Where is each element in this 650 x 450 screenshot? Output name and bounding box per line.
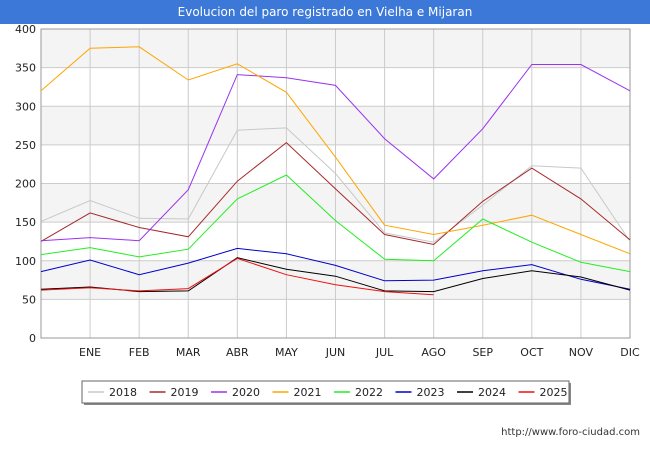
series-line-2024 <box>40 257 631 293</box>
y-tick-label: 300 <box>15 100 36 113</box>
y-tick-label: 250 <box>15 139 36 152</box>
x-tick-label: JUL <box>375 346 394 359</box>
series-line-2022 <box>40 174 631 273</box>
legend-label-2019: 2019 <box>171 386 199 399</box>
source-credit: http://www.foro-ciudad.com <box>501 427 640 438</box>
x-tick-label: DIC <box>620 346 640 359</box>
series-line-2023 <box>40 247 631 290</box>
legend-label-2025: 2025 <box>540 386 568 399</box>
legend-label-2022: 2022 <box>355 386 383 399</box>
x-axis-ticks: ENE FEB MAR ABR MAY JUN JUL AGO SEP OCT NOV DIC <box>79 346 640 359</box>
y-tick-label: 100 <box>15 255 36 268</box>
x-tick-label: OCT <box>520 346 543 359</box>
series-line-2025 <box>40 257 434 296</box>
series-lines <box>40 46 631 296</box>
series-line-2019 <box>40 141 631 246</box>
x-tick-label: MAY <box>275 346 298 359</box>
y-tick-label: 350 <box>15 62 36 75</box>
y-tick-label: 0 <box>29 332 36 345</box>
legend-label-2020: 2020 <box>232 386 260 399</box>
x-tick-label: ABR <box>226 346 249 359</box>
y-tick-label: 150 <box>15 216 36 229</box>
y-tick-label: 50 <box>22 293 36 306</box>
chart-title: Evolucion del paro registrado en Vielha … <box>0 0 650 24</box>
plot-frame <box>40 28 631 339</box>
legend-label-2018: 2018 <box>109 386 137 399</box>
legend-box <box>81 380 570 404</box>
y-tick-label: 200 <box>15 178 36 191</box>
legend-label-2024: 2024 <box>478 386 506 399</box>
x-tick-label: JUN <box>325 346 346 359</box>
x-tick-label: NOV <box>569 346 594 359</box>
legend-label-2021: 2021 <box>294 386 322 399</box>
x-tick-label: AGO <box>421 346 446 359</box>
y-axis-ticks: 0 50 100 150 200 250 300 350 400 <box>15 23 36 345</box>
series-line-2018 <box>40 127 631 243</box>
x-tick-label: MAR <box>176 346 201 359</box>
series-line-2021 <box>40 46 631 255</box>
legend: 2018 2019 2020 2021 2022 2023 2024 2025 <box>81 380 571 405</box>
x-tick-label: SEP <box>472 346 493 359</box>
x-tick-label: ENE <box>79 346 101 359</box>
legend-label-2023: 2023 <box>417 386 445 399</box>
x-tick-label: FEB <box>129 346 150 359</box>
y-tick-label: 400 <box>15 23 36 36</box>
series-line-2020 <box>40 64 631 242</box>
